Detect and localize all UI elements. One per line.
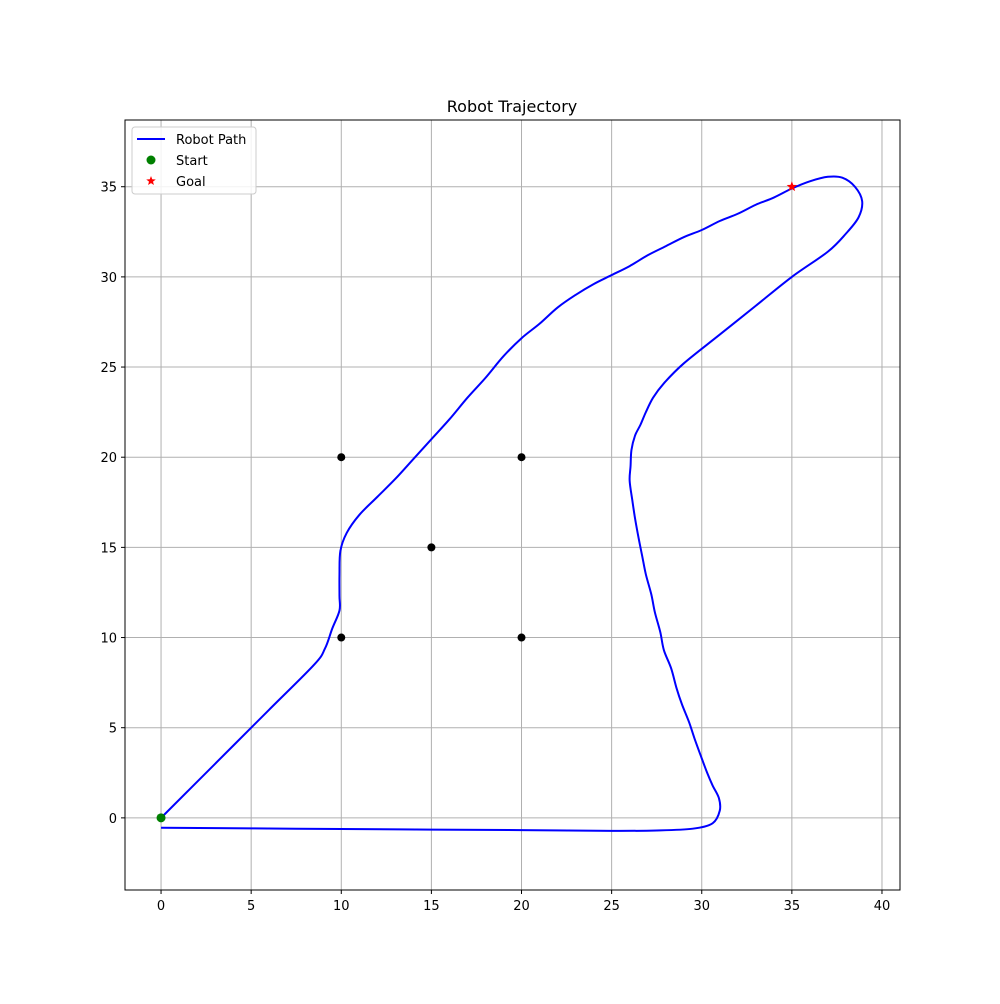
x-tick-label: 40	[874, 899, 891, 914]
y-tick-label: 30	[100, 271, 117, 286]
y-tick-label: 20	[100, 451, 117, 466]
y-tick-label: 25	[100, 361, 117, 376]
legend-circle-swatch	[146, 155, 156, 165]
legend-box	[131, 126, 257, 195]
plot-series	[156, 175, 864, 832]
legend-label: Robot Path	[176, 133, 246, 148]
chart-title: Robot Trajectory	[447, 97, 578, 116]
x-tick-label: 35	[784, 899, 801, 914]
grid	[125, 120, 900, 890]
x-tick-label: 10	[333, 899, 350, 914]
start-marker	[156, 813, 166, 823]
obstacle-point	[517, 633, 526, 642]
y-tick-label: 15	[100, 541, 117, 556]
x-tick-label: 20	[513, 899, 530, 914]
robot-path-line	[160, 175, 864, 832]
plot-frame	[124, 119, 901, 891]
obstacle-point	[337, 633, 346, 642]
y-tick-label: 5	[109, 722, 117, 737]
y-tick-label: 35	[100, 181, 117, 196]
obstacle-point	[337, 453, 346, 462]
obstacle-point	[517, 453, 526, 462]
x-tick-label: 30	[693, 899, 710, 914]
legend-label: Start	[176, 154, 208, 169]
axis-ticks: 0 5 10 15 20 25 30 35 40 0 5 10 15 20 25 30 35	[100, 181, 890, 914]
y-tick-label: 0	[109, 812, 117, 827]
legend: Robot Path Start Goal	[131, 126, 257, 195]
x-tick-label: 0	[157, 899, 165, 914]
x-tick-label: 15	[423, 899, 440, 914]
y-tick-label: 10	[100, 632, 117, 647]
x-tick-label: 5	[247, 899, 255, 914]
legend-star-swatch	[146, 176, 156, 186]
obstacle-point	[427, 543, 436, 552]
legend-label: Goal	[176, 175, 206, 190]
goal-marker	[786, 181, 798, 192]
x-tick-label: 25	[603, 899, 620, 914]
